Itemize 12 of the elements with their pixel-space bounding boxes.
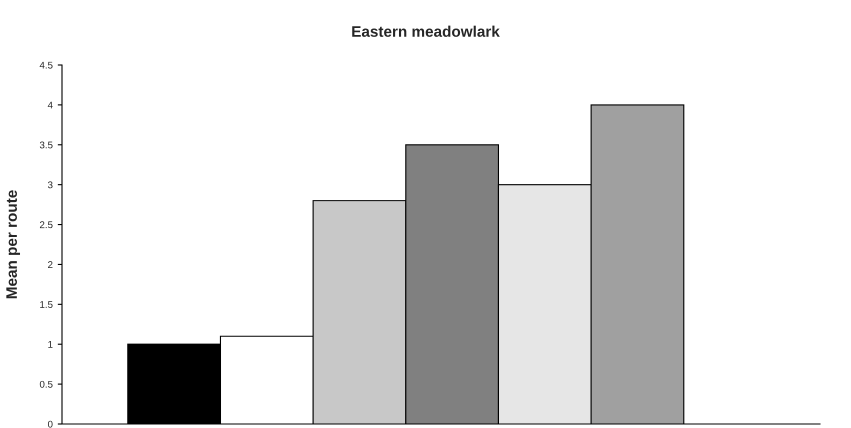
y-tick-label: 0 (48, 420, 53, 428)
chart-title: Eastern meadowlark (352, 26, 500, 37)
y-tick-label: 3.5 (40, 142, 53, 148)
y-tick-label: 1 (48, 341, 52, 348)
y-tick-label: 2 (48, 261, 52, 268)
y-tick-label: 4.5 (40, 62, 53, 69)
y-tick-label: 0.5 (40, 380, 53, 388)
y-tick-label: 1.5 (40, 301, 53, 308)
y-tick-label: 4 (48, 102, 53, 108)
y-tick-label: 3 (48, 181, 53, 188)
y-tick-label: 2.5 (40, 221, 53, 228)
y-axis-title: Mean per route (6, 190, 20, 298)
